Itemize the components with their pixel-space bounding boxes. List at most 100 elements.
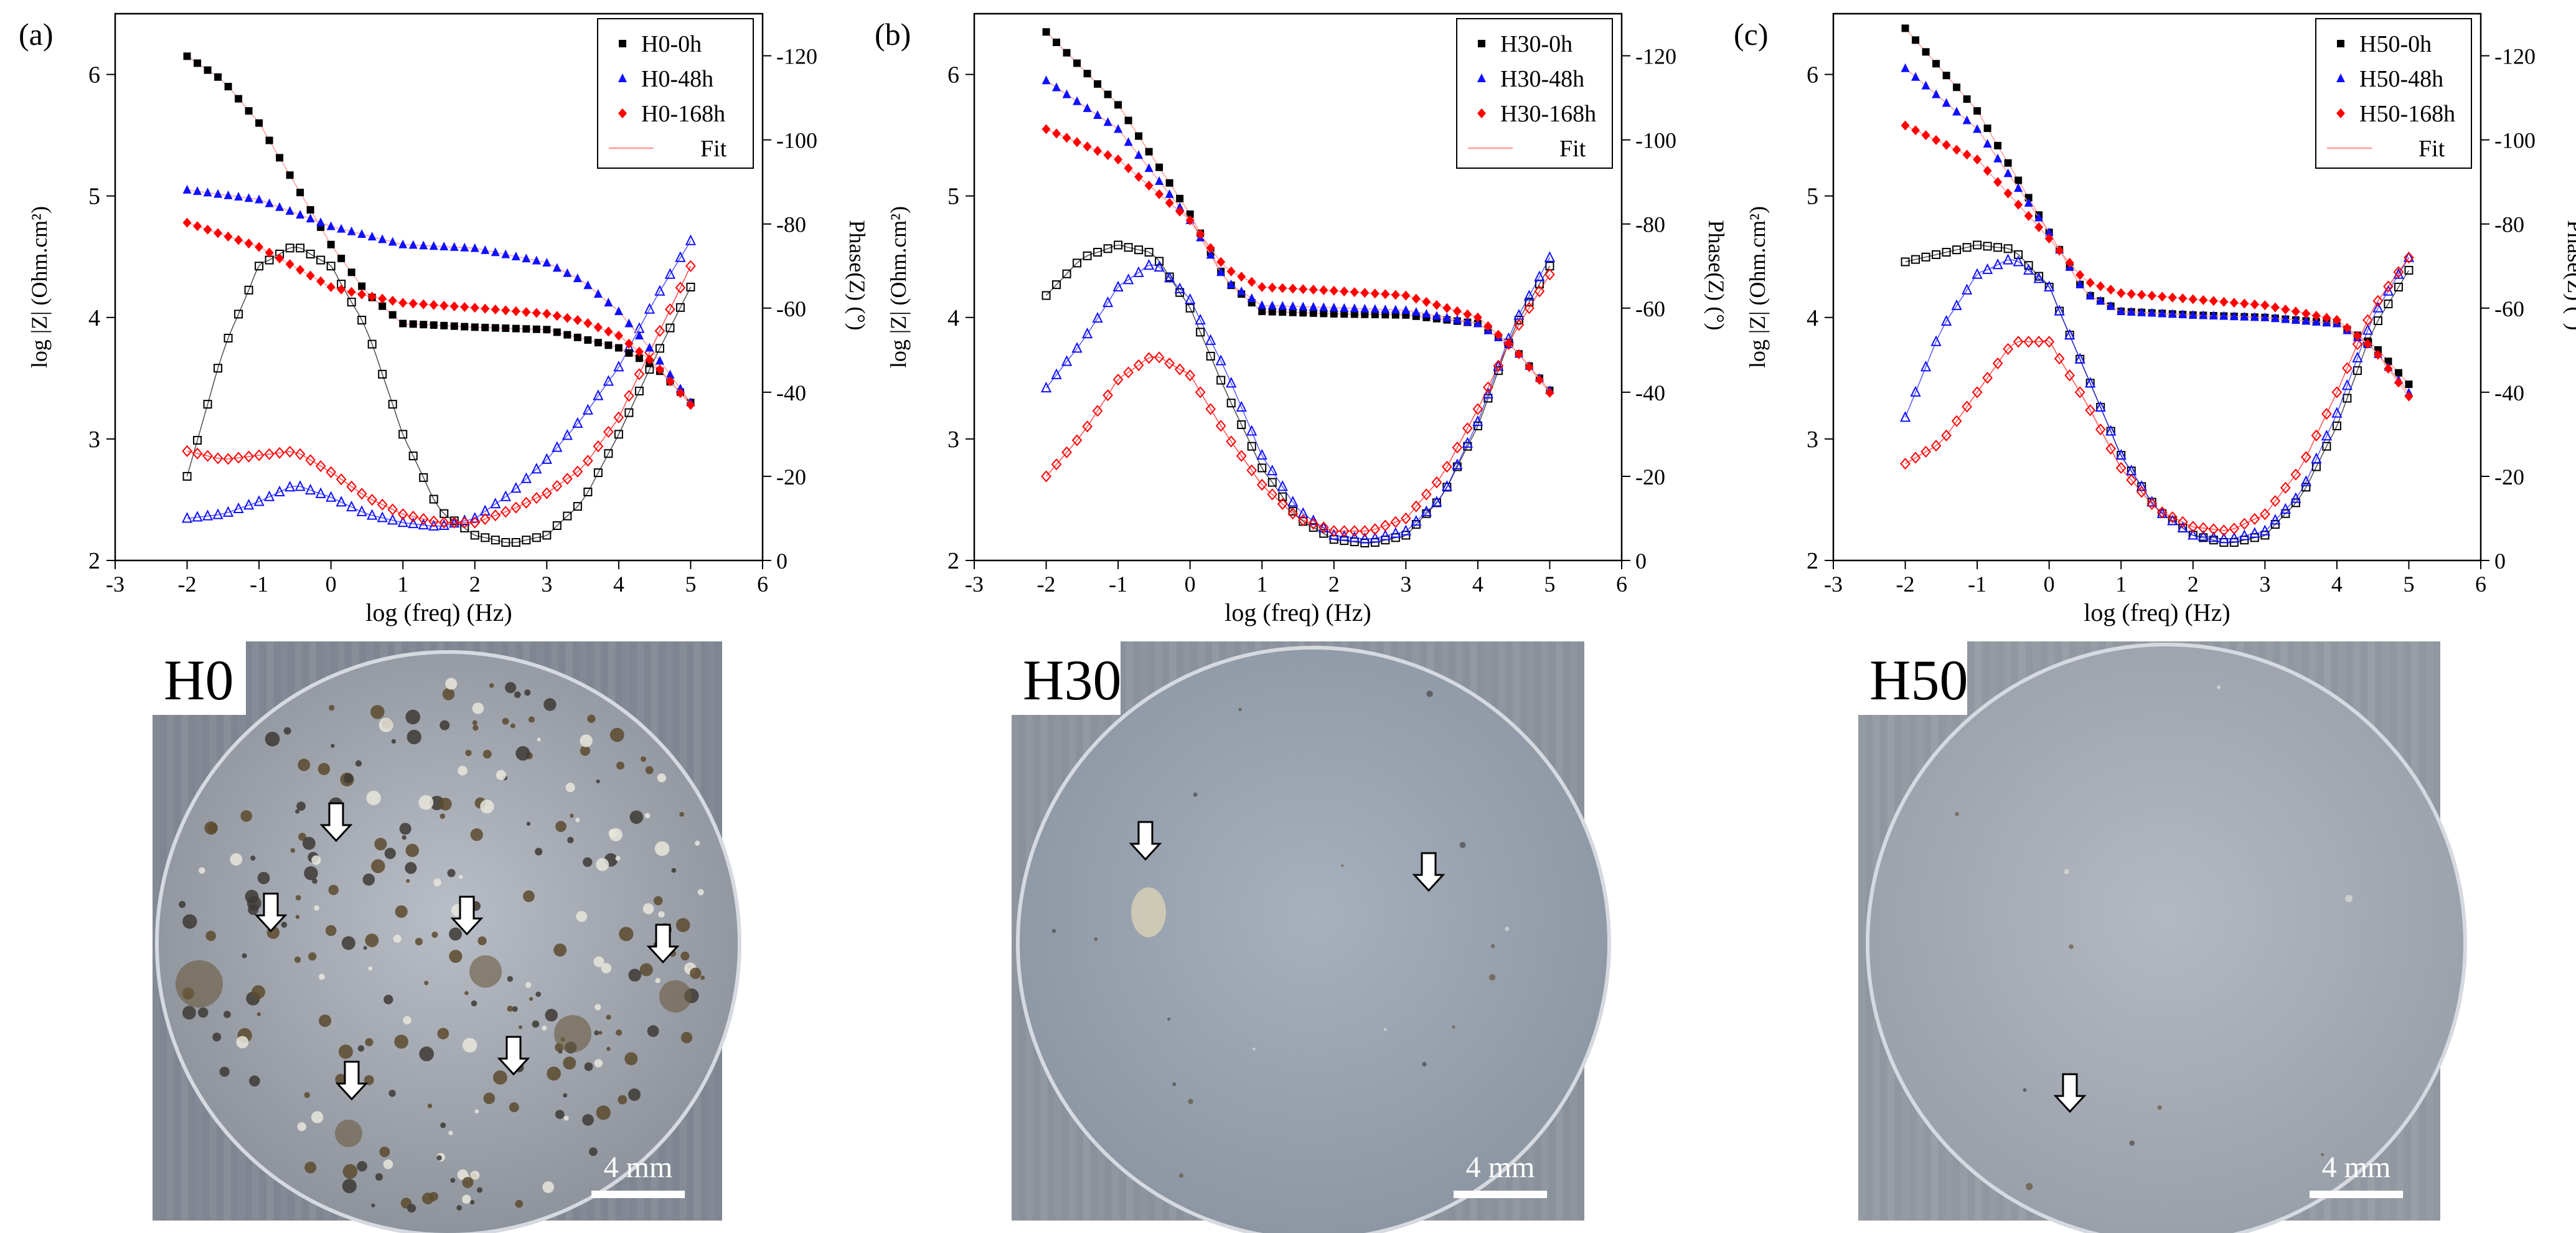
- corrosion-pit: [242, 953, 247, 958]
- y2-tick-label: -80: [776, 212, 806, 237]
- modulus-point: [1319, 302, 1328, 311]
- phase-point: [490, 509, 501, 522]
- modulus-point: [214, 228, 223, 239]
- modulus-point: [604, 326, 613, 337]
- phase-point: [1278, 492, 1287, 501]
- modulus-point: [203, 224, 212, 235]
- corrosion-pit: [298, 758, 311, 772]
- phase-fit-line: [187, 265, 692, 524]
- corrosion-pit: [535, 991, 542, 997]
- phase-point: [255, 262, 264, 271]
- corrosion-pit: [489, 683, 494, 688]
- phase-point: [2105, 443, 2117, 455]
- phase-point: [1040, 381, 1052, 393]
- phase-point: [315, 487, 326, 498]
- photo-panel-H50: H50 4 mm: [1858, 641, 2467, 1233]
- legend-marker: [618, 73, 627, 82]
- modulus-point: [399, 319, 407, 328]
- phase-point: [367, 494, 378, 506]
- modulus-point: [1041, 124, 1051, 135]
- phase-point: [2249, 527, 2260, 538]
- phase-point: [1123, 366, 1134, 379]
- phase-point: [2064, 369, 2075, 382]
- modulus-point: [1473, 312, 1482, 323]
- modulus-point: [1514, 349, 1523, 359]
- corrosion-pit: [236, 1036, 249, 1049]
- phase-point: [2362, 314, 2373, 326]
- phase-point: [2331, 407, 2343, 418]
- corrosion-pit: [470, 828, 483, 841]
- phase-point: [2404, 265, 2414, 275]
- plot-frame: [114, 12, 764, 562]
- modulus-point: [1921, 130, 1930, 141]
- phase-fit-line: [186, 247, 692, 544]
- corrosion-pit: [448, 1130, 453, 1135]
- phase-point: [1144, 259, 1155, 270]
- modulus-point: [2281, 314, 2290, 323]
- corrosion-pit: [679, 811, 684, 817]
- corrosion-pit: [298, 833, 306, 841]
- modulus-point: [265, 198, 274, 207]
- modulus-point: [573, 273, 582, 283]
- y2-tick-label: -20: [2494, 465, 2524, 489]
- modulus-point: [1340, 310, 1348, 318]
- modulus-point: [1103, 150, 1112, 161]
- modulus-point: [1237, 272, 1246, 282]
- modulus-point: [2075, 270, 2085, 280]
- phase-point: [182, 471, 192, 481]
- corrosion-pit: [502, 717, 509, 725]
- modulus-point: [358, 282, 366, 290]
- modulus-point: [357, 289, 367, 300]
- phase-point: [316, 255, 326, 265]
- phase-point: [532, 533, 541, 542]
- phase-point: [1185, 303, 1195, 313]
- corrosion-pit: [647, 1025, 659, 1037]
- corrosion-pit: [458, 874, 463, 879]
- phase-point: [2229, 522, 2240, 535]
- y2-tick-label: -100: [2494, 128, 2536, 153]
- modulus-point: [440, 300, 449, 311]
- corrosion-pit: [383, 994, 393, 1004]
- modulus-point: [357, 229, 367, 238]
- phase-point: [2023, 263, 2034, 275]
- phase-point: [675, 281, 686, 294]
- corrosion-pit: [362, 873, 375, 886]
- phase-series-H30-168h: [1041, 268, 1555, 537]
- modulus-point: [1093, 146, 1102, 156]
- modulus-point: [1942, 98, 1951, 107]
- modulus-point: [563, 268, 572, 277]
- corrosion-pit: [319, 1014, 332, 1028]
- phase-point: [481, 533, 490, 542]
- phase-point: [408, 451, 418, 461]
- phase-point: [1534, 285, 1545, 298]
- corrosion-pit: [2321, 1153, 2325, 1156]
- phase-point: [520, 496, 532, 509]
- corrosion-pit: [576, 910, 588, 922]
- modulus-point: [2178, 309, 2188, 319]
- y-tick-label: 2: [947, 548, 959, 574]
- modulus-point: [398, 298, 408, 308]
- x-tick-label: 6: [757, 572, 768, 597]
- corrosion-pit: [645, 766, 654, 775]
- modulus-point: [1911, 125, 1920, 136]
- y2-axis-label: Phase(Z) (°): [2563, 220, 2576, 330]
- y-axis-label: log |Z| (Ohm.cm²): [886, 206, 911, 368]
- corrosion-pit: [449, 927, 463, 941]
- modulus-point: [614, 331, 623, 341]
- scale-bar: [591, 1191, 685, 1198]
- y2-tick-label: -100: [1635, 128, 1676, 153]
- phase-point: [603, 426, 614, 438]
- modulus-point: [2301, 316, 2311, 325]
- sample-disk: [1016, 646, 1611, 1233]
- phase-point: [1174, 363, 1185, 376]
- phase-point: [1041, 291, 1051, 300]
- corrosion-pit: [615, 856, 621, 861]
- modulus-point: [235, 95, 243, 103]
- phase-point: [2013, 255, 2024, 267]
- corrosion-pit: [374, 838, 387, 851]
- corrosion-pit: [304, 1161, 317, 1174]
- phase-point: [214, 364, 223, 373]
- modulus-point: [420, 321, 428, 329]
- y-tick-label: 3: [88, 427, 100, 453]
- phase-point: [1482, 387, 1494, 399]
